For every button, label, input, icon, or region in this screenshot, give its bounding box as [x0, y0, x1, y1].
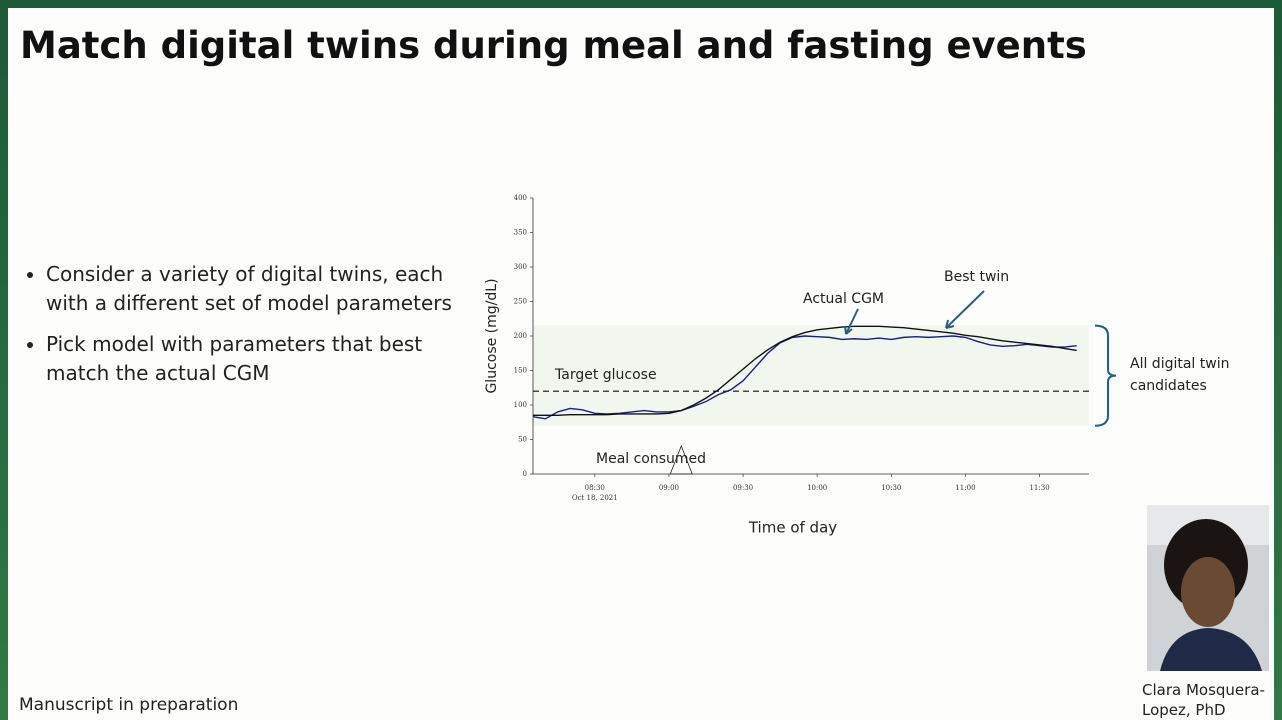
meal-label: Meal consumed	[596, 451, 706, 467]
slide-title: Match digital twins during meal and fast…	[20, 24, 1087, 67]
y-tick-label: 350	[514, 229, 527, 237]
x-tick-label: 09:00	[659, 484, 679, 492]
bullet: Pick model with parameters that best mat…	[46, 330, 476, 388]
series-line	[532, 335, 1077, 420]
bullet: Consider a variety of digital twins, eac…	[46, 260, 476, 318]
target-label: Target glucose	[554, 367, 657, 383]
x-tick-label: 10:00	[807, 484, 827, 492]
y-tick-label: 150	[514, 367, 527, 375]
y-tick-label: 0	[523, 470, 527, 478]
candidate-band	[533, 325, 1089, 426]
x-date-label: Oct 18, 2021	[572, 494, 618, 502]
presenter-photo	[1147, 505, 1269, 671]
annotation: Actual CGM	[803, 291, 884, 307]
y-tick-label: 100	[514, 401, 527, 409]
bullet-list: Consider a variety of digital twins, eac…	[28, 260, 476, 400]
y-tick-label: 250	[514, 298, 527, 306]
annotation: Best twin	[944, 269, 1009, 285]
x-tick-label: 08:30	[585, 484, 605, 492]
x-tick-label: 09:30	[733, 484, 753, 492]
arrow	[844, 308, 859, 335]
y-tick-label: 300	[514, 263, 527, 271]
y-tick-label: 400	[514, 194, 527, 202]
arrow	[945, 290, 985, 329]
footer: Manuscript in preparation	[19, 695, 239, 715]
brace	[1094, 324, 1117, 427]
x-tick-label: 11:00	[955, 484, 975, 492]
y-tick-label: 50	[518, 436, 527, 444]
annotation: All digital twin candidates	[1130, 356, 1229, 394]
x-axis-label: Time of day	[748, 519, 837, 537]
meal-marker	[669, 444, 693, 475]
x-tick-label: 10:30	[881, 484, 901, 492]
y-tick-label: 200	[514, 332, 527, 340]
series-line	[533, 325, 1077, 417]
presenter-name: Clara Mosquera-Lopez, PhD	[1142, 681, 1265, 719]
y-axis-label: Glucose (mg/dL)	[484, 278, 500, 393]
x-tick-label: 11:30	[1029, 484, 1049, 492]
